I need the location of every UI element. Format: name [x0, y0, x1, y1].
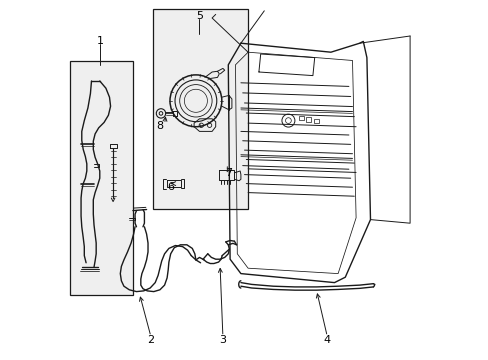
- Bar: [152, 9, 247, 209]
- Bar: [313, 119, 318, 123]
- Bar: [70, 61, 133, 295]
- Text: 7: 7: [224, 168, 231, 178]
- Text: 8: 8: [156, 121, 163, 131]
- Bar: [299, 116, 304, 120]
- Text: 5: 5: [196, 11, 203, 21]
- Text: 4: 4: [323, 335, 330, 345]
- Text: 1: 1: [97, 36, 104, 46]
- Text: 6: 6: [167, 182, 174, 192]
- Text: 3: 3: [219, 335, 226, 345]
- Text: 2: 2: [147, 335, 154, 345]
- Bar: [306, 117, 311, 122]
